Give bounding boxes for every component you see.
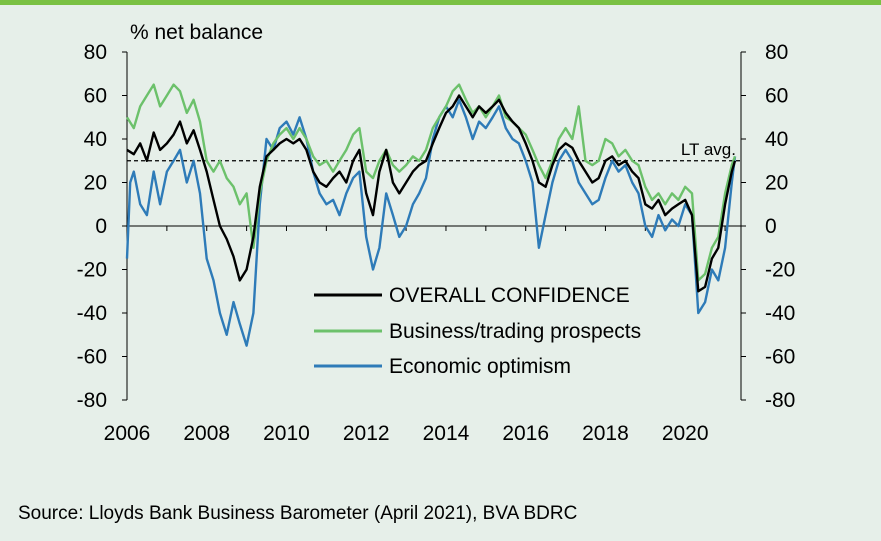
x-tick-label: 2012 [343,422,390,445]
series-line-business-trading-prospects [125,83,737,282]
series-line-overall-confidence [126,94,737,293]
right-y-tick-label: 80 [765,41,788,64]
left-y-tick-label: 40 [84,128,107,151]
left-y-tick-label: -80 [77,389,107,412]
left-y-tick-label: -60 [77,346,107,369]
right-y-tick-label: 60 [765,85,788,108]
legend-label: Economic optimism [389,355,571,378]
left-y-tick-label: 20 [84,172,107,195]
left-y-tick-label: 60 [84,85,107,108]
series-line-economic-optimism [125,98,737,347]
legend: OVERALL CONFIDENCE Business/trading prosp… [314,284,641,378]
legend-label: Business/trading prospects [389,320,641,343]
right-y-tick-label: 0 [765,215,777,238]
x-tick-label: 2008 [183,422,230,445]
reference-line-group: LT avg. [127,140,741,162]
right-y-tick-label: -20 [765,259,795,282]
x-tick-label: 2020 [662,422,709,445]
source-note: Source: Lloyds Bank Business Barometer (… [18,503,578,524]
left-y-tick-label: -20 [77,259,107,282]
right-y-tick-label: -80 [765,389,795,412]
left-y-tick-label: 0 [95,215,107,238]
right-y-tick-label: 20 [765,172,788,195]
right-y-tick-label: -60 [765,346,795,369]
right-y-tick-label: -40 [765,302,795,325]
x-tick-label: 2016 [502,422,549,445]
top-accent-bar [0,0,881,5]
legend-label: OVERALL CONFIDENCE [389,284,630,307]
lt-avg-label: LT avg. [681,140,736,159]
y-axis-title: % net balance [130,21,263,44]
right-y-tick-label: 40 [765,128,788,151]
series-lines [125,83,737,347]
left-y-tick-label: -40 [77,302,107,325]
x-tick-label: 2018 [582,422,629,445]
x-tick-label: 2006 [104,422,151,445]
left-y-tick-label: 80 [84,41,107,64]
x-tick-label: 2014 [423,422,470,445]
x-tick-label: 2010 [263,422,310,445]
